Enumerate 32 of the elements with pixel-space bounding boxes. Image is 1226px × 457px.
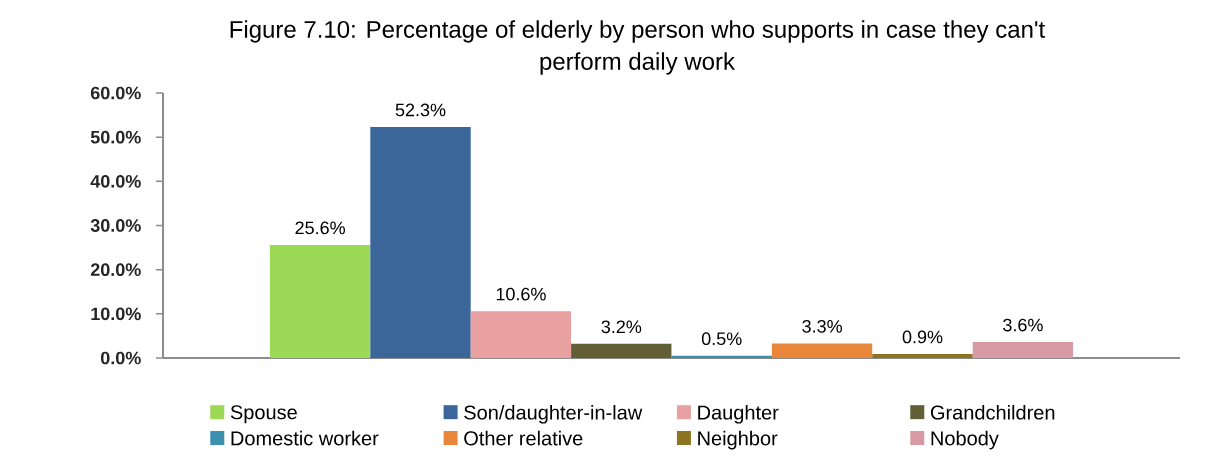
data-label: 0.5% xyxy=(701,332,742,346)
legend-label: Domestic worker xyxy=(231,430,379,446)
bar xyxy=(370,127,471,358)
y-tick-label: 10.0% xyxy=(91,307,141,321)
bar xyxy=(972,342,1074,358)
bar xyxy=(872,354,973,358)
legend-label: Son/daughter-in-law xyxy=(464,404,643,424)
data-label: 3.3% xyxy=(802,319,842,333)
legend-label: Daughter xyxy=(698,404,779,424)
data-label: 10.6% xyxy=(496,287,546,301)
y-tick-label: 20.0% xyxy=(90,263,141,277)
bar xyxy=(470,311,572,358)
y-tick-label: 60.0% xyxy=(90,86,141,100)
data-label: 25.6% xyxy=(295,221,345,235)
y-tick-label: 30.0% xyxy=(90,219,141,232)
data-label: 52.3% xyxy=(395,103,446,117)
legend-label: Nobody xyxy=(931,430,999,450)
chart-title: Figure 7.10: Percentage of elderly by person who supports in case they can't perform daily work xyxy=(230,20,1046,75)
y-tick-label: 0.0% xyxy=(100,351,141,365)
legend-label: Spouse xyxy=(230,405,297,424)
bar xyxy=(269,244,371,358)
bar xyxy=(571,343,672,358)
legend-label: Other relative xyxy=(464,430,583,446)
bar xyxy=(671,355,772,358)
y-tick-label: 50.0% xyxy=(90,130,141,144)
bar xyxy=(771,343,873,358)
legend-label: Neighbor xyxy=(698,430,778,450)
data-label: 0.9% xyxy=(902,330,943,344)
data-label: 3.6% xyxy=(1003,318,1043,332)
data-label: 3.2% xyxy=(601,320,642,334)
legend-label: Grandchildren xyxy=(930,404,1055,420)
y-tick-label: 40.0% xyxy=(90,174,141,188)
